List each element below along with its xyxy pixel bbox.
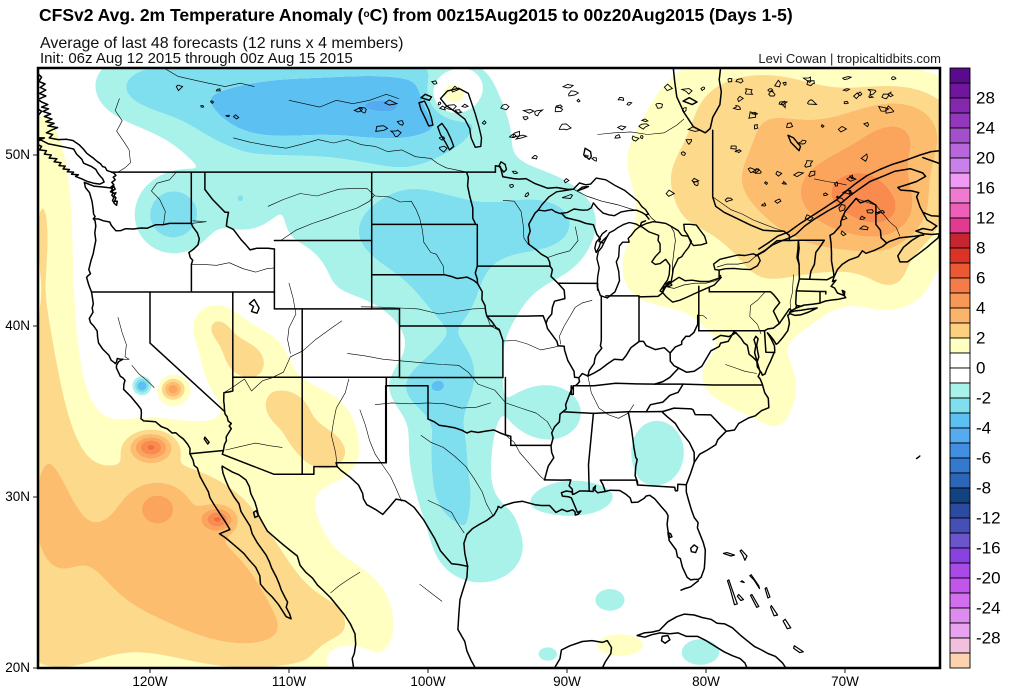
svg-text:4: 4	[976, 299, 985, 318]
svg-text:-12: -12	[976, 509, 1001, 528]
svg-text:20N: 20N	[5, 660, 30, 675]
svg-text:12: 12	[976, 209, 995, 228]
svg-text:80W: 80W	[692, 674, 720, 689]
svg-text:8: 8	[976, 239, 985, 258]
svg-text:90W: 90W	[553, 674, 581, 689]
svg-text:-16: -16	[976, 539, 1001, 558]
svg-text:-8: -8	[976, 479, 991, 498]
svg-text:-20: -20	[976, 569, 1001, 588]
svg-text:-24: -24	[976, 599, 1001, 618]
svg-text:6: 6	[976, 269, 985, 288]
svg-text:0: 0	[976, 359, 985, 378]
svg-text:110W: 110W	[272, 674, 307, 689]
svg-text:120W: 120W	[132, 674, 168, 689]
svg-text:70W: 70W	[831, 674, 859, 689]
svg-text:30N: 30N	[5, 489, 30, 504]
svg-text:50N: 50N	[5, 147, 30, 162]
svg-text:-6: -6	[976, 449, 991, 468]
svg-text:2: 2	[976, 329, 985, 348]
svg-text:-2: -2	[976, 389, 991, 408]
svg-text:-28: -28	[976, 629, 1001, 648]
svg-text:16: 16	[976, 179, 995, 198]
svg-text:28: 28	[976, 89, 995, 108]
svg-text:100W: 100W	[410, 674, 446, 689]
svg-text:24: 24	[976, 119, 995, 138]
svg-text:20: 20	[976, 149, 995, 168]
svg-text:-4: -4	[976, 419, 991, 438]
svg-text:40N: 40N	[5, 318, 30, 333]
